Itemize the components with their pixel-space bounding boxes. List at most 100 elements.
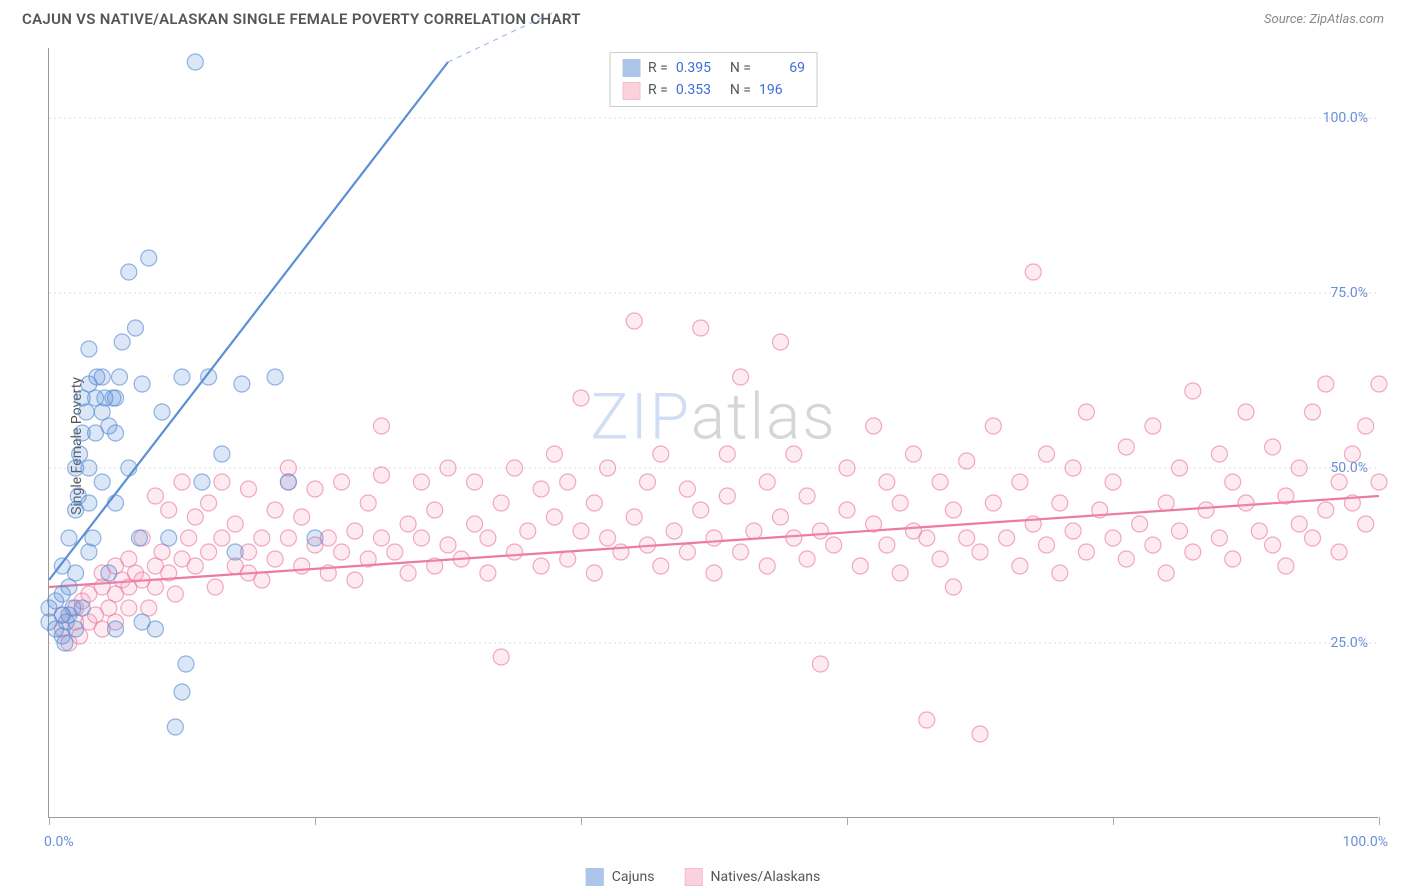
data-point bbox=[1105, 530, 1121, 546]
data-point bbox=[1198, 502, 1214, 518]
data-point bbox=[586, 565, 602, 581]
r-value-cajuns: 0.395 bbox=[676, 57, 722, 79]
data-point bbox=[1291, 460, 1307, 476]
data-point bbox=[573, 390, 589, 406]
data-point bbox=[733, 544, 749, 560]
data-point bbox=[241, 481, 257, 497]
data-point bbox=[1158, 565, 1174, 581]
data-point bbox=[1371, 376, 1387, 392]
data-point bbox=[1052, 565, 1068, 581]
data-point bbox=[1265, 537, 1281, 553]
bottom-legend: Cajuns Natives/Alaskans bbox=[586, 868, 821, 886]
data-point bbox=[108, 495, 124, 511]
data-point bbox=[1092, 502, 1108, 518]
r-value-natives: 0.353 bbox=[676, 79, 722, 101]
data-point bbox=[347, 572, 363, 588]
data-point bbox=[746, 523, 762, 539]
data-point bbox=[1278, 488, 1294, 504]
data-point bbox=[1078, 404, 1094, 420]
data-point bbox=[214, 474, 230, 490]
r-label: R = bbox=[648, 79, 668, 101]
data-point bbox=[1238, 404, 1254, 420]
data-point bbox=[1185, 383, 1201, 399]
data-point bbox=[1265, 439, 1281, 455]
data-point bbox=[111, 369, 127, 385]
data-point bbox=[1344, 495, 1360, 511]
data-point bbox=[1251, 523, 1267, 539]
data-point bbox=[573, 523, 589, 539]
data-point bbox=[919, 530, 935, 546]
data-point bbox=[600, 530, 616, 546]
data-point bbox=[141, 250, 157, 266]
data-point bbox=[480, 530, 496, 546]
stats-row-cajuns: R = 0.395 N = 69 bbox=[622, 57, 805, 79]
swatch-cajuns-bottom bbox=[586, 868, 604, 886]
data-point bbox=[78, 404, 94, 420]
data-point bbox=[985, 495, 1001, 511]
chart-title: CAJUN VS NATIVE/ALASKAN SINGLE FEMALE PO… bbox=[22, 10, 581, 28]
data-point bbox=[294, 509, 310, 525]
chart-plot-area: ZIPatlas R = 0.395 N = 69 R = 0.353 N = … bbox=[48, 48, 1378, 818]
data-point bbox=[214, 446, 230, 462]
data-point bbox=[227, 544, 243, 560]
data-point bbox=[826, 537, 842, 553]
data-point bbox=[68, 621, 84, 637]
data-point bbox=[1012, 474, 1028, 490]
data-point bbox=[839, 502, 855, 518]
data-point bbox=[440, 537, 456, 553]
source-name: ZipAtlas.com bbox=[1309, 12, 1384, 27]
data-point bbox=[280, 530, 296, 546]
data-point bbox=[1025, 264, 1041, 280]
data-point bbox=[985, 418, 1001, 434]
data-point bbox=[480, 565, 496, 581]
data-point bbox=[400, 516, 416, 532]
data-point bbox=[94, 474, 110, 490]
data-point bbox=[1172, 523, 1188, 539]
legend-item-cajuns: Cajuns bbox=[586, 868, 655, 886]
data-point bbox=[1305, 404, 1321, 420]
data-point bbox=[440, 460, 456, 476]
data-point bbox=[72, 446, 88, 462]
data-point bbox=[866, 516, 882, 532]
data-point bbox=[254, 572, 270, 588]
data-point bbox=[1172, 460, 1188, 476]
data-point bbox=[1132, 516, 1148, 532]
data-point bbox=[839, 460, 855, 476]
data-point bbox=[147, 579, 163, 595]
data-point bbox=[134, 376, 150, 392]
data-point bbox=[546, 446, 562, 462]
data-point bbox=[347, 523, 363, 539]
data-point bbox=[167, 719, 183, 735]
data-point bbox=[174, 369, 190, 385]
data-point bbox=[1145, 418, 1161, 434]
data-point bbox=[693, 320, 709, 336]
data-point bbox=[74, 600, 90, 616]
data-point bbox=[1039, 446, 1055, 462]
data-point bbox=[1185, 544, 1201, 560]
data-point bbox=[972, 544, 988, 560]
data-point bbox=[108, 425, 124, 441]
data-point bbox=[719, 446, 735, 462]
data-point bbox=[733, 369, 749, 385]
data-point bbox=[1358, 418, 1374, 434]
data-point bbox=[520, 523, 536, 539]
data-point bbox=[626, 509, 642, 525]
data-point bbox=[121, 460, 137, 476]
y-tick-label: 75.0% bbox=[1330, 285, 1368, 301]
data-point bbox=[560, 551, 576, 567]
data-point bbox=[161, 565, 177, 581]
data-point bbox=[1052, 495, 1068, 511]
data-point bbox=[600, 460, 616, 476]
data-point bbox=[1211, 446, 1227, 462]
scatter-svg bbox=[49, 48, 1378, 817]
data-point bbox=[427, 558, 443, 574]
data-point bbox=[207, 579, 223, 595]
data-point bbox=[108, 621, 124, 637]
data-point bbox=[1065, 460, 1081, 476]
data-point bbox=[1145, 537, 1161, 553]
swatch-natives-bottom bbox=[685, 868, 703, 886]
data-point bbox=[400, 565, 416, 581]
data-point bbox=[1025, 516, 1041, 532]
data-point bbox=[147, 488, 163, 504]
data-point bbox=[68, 565, 84, 581]
